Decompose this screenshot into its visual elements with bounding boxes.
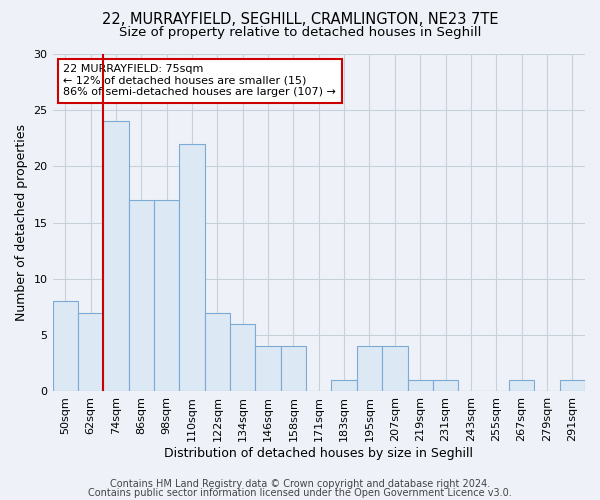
Bar bbox=[103, 122, 128, 392]
Bar bbox=[256, 346, 281, 392]
Bar bbox=[433, 380, 458, 392]
Text: 22, MURRAYFIELD, SEGHILL, CRAMLINGTON, NE23 7TE: 22, MURRAYFIELD, SEGHILL, CRAMLINGTON, N… bbox=[102, 12, 498, 28]
Bar bbox=[78, 312, 103, 392]
Bar bbox=[382, 346, 407, 392]
Bar bbox=[281, 346, 306, 392]
Text: 22 MURRAYFIELD: 75sqm
← 12% of detached houses are smaller (15)
86% of semi-deta: 22 MURRAYFIELD: 75sqm ← 12% of detached … bbox=[63, 64, 336, 98]
Bar bbox=[230, 324, 256, 392]
Bar bbox=[205, 312, 230, 392]
Y-axis label: Number of detached properties: Number of detached properties bbox=[15, 124, 28, 321]
Text: Size of property relative to detached houses in Seghill: Size of property relative to detached ho… bbox=[119, 26, 481, 39]
Bar bbox=[154, 200, 179, 392]
Bar bbox=[331, 380, 357, 392]
Bar bbox=[407, 380, 433, 392]
Bar bbox=[357, 346, 382, 392]
Bar bbox=[179, 144, 205, 392]
Bar bbox=[128, 200, 154, 392]
Text: Contains HM Land Registry data © Crown copyright and database right 2024.: Contains HM Land Registry data © Crown c… bbox=[110, 479, 490, 489]
X-axis label: Distribution of detached houses by size in Seghill: Distribution of detached houses by size … bbox=[164, 447, 473, 460]
Bar bbox=[560, 380, 585, 392]
Bar bbox=[53, 302, 78, 392]
Text: Contains public sector information licensed under the Open Government Licence v3: Contains public sector information licen… bbox=[88, 488, 512, 498]
Bar bbox=[509, 380, 534, 392]
